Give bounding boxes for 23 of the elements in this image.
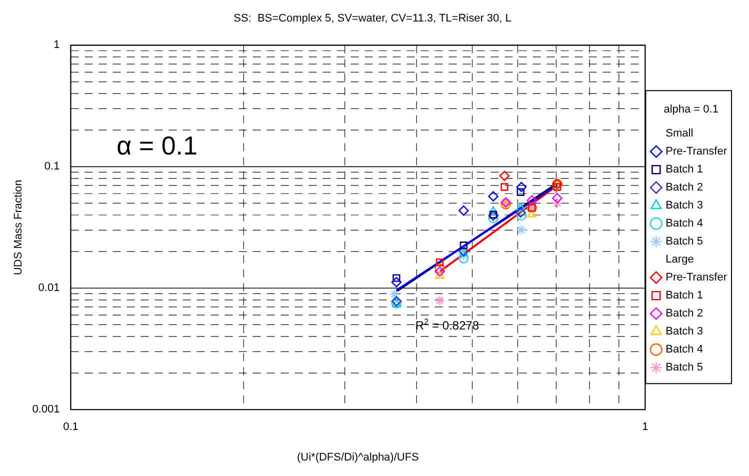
text: Large [666, 254, 694, 266]
legend-label: Batch 5 [666, 236, 703, 248]
y-tick-label: 0.1 [44, 160, 60, 173]
legend-label: Batch 5 [666, 362, 703, 374]
annotation: α = 0.1 [116, 130, 198, 161]
legend-label: Batch 4 [666, 344, 703, 356]
text: Small [666, 128, 694, 140]
legend-label: Batch 2 [666, 308, 703, 320]
legend-label: Batch 1 [666, 290, 703, 302]
legend-label: Pre-Transfer [666, 272, 728, 284]
legend-label: Batch 3 [666, 326, 703, 338]
y-tick-label: 0.001 [32, 404, 60, 416]
legend-label: Batch 4 [666, 218, 703, 230]
legend-title: alpha = 0.1 [664, 103, 718, 116]
y-tick-label: 1 [54, 39, 60, 52]
y-tick-label: 0.01 [38, 282, 60, 294]
legend-label: Pre-Transfer [666, 146, 728, 158]
legend-label: Batch 3 [666, 200, 703, 212]
x-axis-title: (Ui*(DFS/Di)^alpha)/UFS [296, 451, 419, 464]
legend-label: Batch 1 [666, 164, 703, 176]
y-axis-title: UDS Mass Fraction [12, 180, 25, 276]
chart-title: SS: BS=Complex 5, SV=water, CV=11.3, TL=Riser 30, L [234, 12, 512, 25]
legend-label: Batch 2 [666, 182, 703, 194]
